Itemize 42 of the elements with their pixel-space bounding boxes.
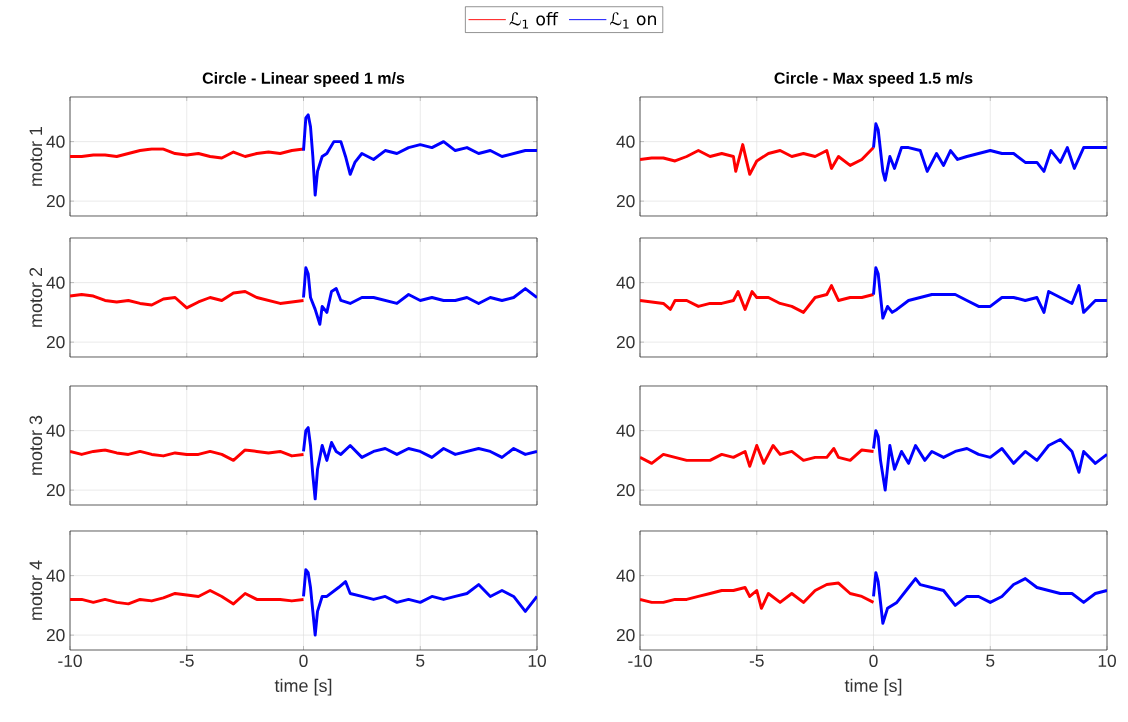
y-tick-label: 20 bbox=[616, 628, 635, 642]
y-tick-label: 20 bbox=[46, 194, 65, 208]
x-tick-label: 10 bbox=[1098, 654, 1116, 667]
x-axis-title: time [s] bbox=[274, 678, 332, 696]
y-tick-label: 40 bbox=[616, 424, 635, 437]
line-series bbox=[640, 284, 875, 314]
y-axis-title: motor 4 bbox=[29, 560, 43, 620]
x-tick-label: 0 bbox=[299, 654, 308, 667]
y-tick-label: 20 bbox=[616, 335, 635, 349]
y-tick-label: 40 bbox=[616, 276, 635, 289]
x-tick-label: -5 bbox=[749, 654, 764, 667]
line-series bbox=[70, 448, 305, 462]
line-series bbox=[640, 581, 875, 610]
y-tick-label: 20 bbox=[46, 483, 65, 497]
x-tick-label: 5 bbox=[986, 654, 995, 667]
y-axis-title: motor 1 bbox=[29, 126, 43, 186]
y-tick-label: 20 bbox=[46, 335, 65, 349]
legend-label: ℒ$_{1}$ off bbox=[509, 12, 559, 29]
y-tick-label: 20 bbox=[46, 628, 65, 642]
y-tick-label: 40 bbox=[46, 135, 65, 148]
y-axis-title: motor 2 bbox=[29, 267, 43, 327]
line-series bbox=[640, 143, 875, 176]
line-series bbox=[872, 429, 1108, 492]
x-axis-title: time [s] bbox=[844, 678, 902, 696]
y-tick-label: 40 bbox=[46, 569, 65, 582]
x-tick-label: 5 bbox=[416, 654, 425, 667]
y-tick-label: 40 bbox=[616, 135, 635, 148]
chart-title: Circle - Max speed 1.5 m/s bbox=[774, 72, 973, 87]
x-tick-label: -10 bbox=[58, 654, 82, 667]
y-tick-label: 20 bbox=[616, 194, 635, 208]
chart-title: Circle - Linear speed 1 m/s bbox=[202, 72, 405, 87]
x-tick-label: 0 bbox=[869, 654, 878, 667]
y-tick-label: 40 bbox=[616, 569, 635, 582]
y-tick-label: 40 bbox=[46, 424, 65, 437]
x-tick-label: -5 bbox=[179, 654, 194, 667]
y-axis-title: motor 3 bbox=[29, 415, 43, 475]
y-tick-label: 40 bbox=[46, 276, 65, 289]
legend-label: ℒ$_{1}$ on bbox=[610, 12, 656, 29]
y-tick-label: 20 bbox=[616, 483, 635, 497]
line-series bbox=[302, 568, 537, 637]
x-tick-label: -10 bbox=[628, 654, 652, 667]
x-tick-label: 10 bbox=[528, 654, 546, 667]
